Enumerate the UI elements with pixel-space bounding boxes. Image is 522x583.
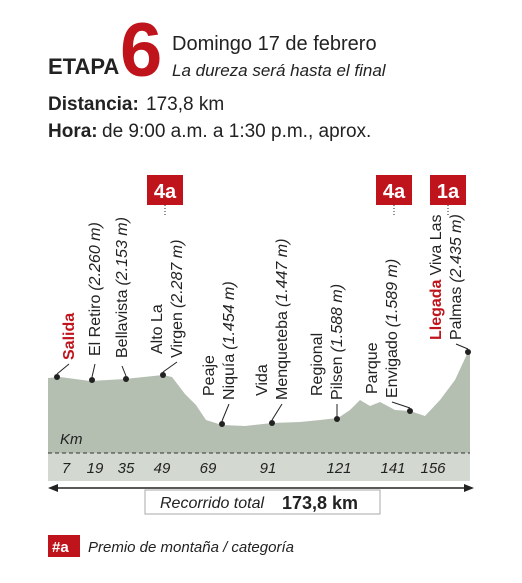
subtitle: La dureza será hasta el final — [172, 61, 387, 80]
time-label: Hora: — [48, 121, 98, 142]
legend-symbol: #a — [52, 539, 69, 556]
point-label: Llegada Viva Las — [428, 214, 445, 340]
total-value: 173,8 km — [282, 493, 358, 513]
date: Domingo 17 de febrero — [172, 33, 377, 55]
km-label: 35 — [118, 460, 135, 477]
label-line1: Viva Las — [428, 214, 445, 275]
leader — [455, 343, 469, 350]
elevation-profile — [48, 352, 470, 453]
category-box — [147, 175, 183, 205]
km-label: 19 — [87, 460, 104, 477]
category-box — [376, 175, 412, 205]
leader — [162, 361, 178, 373]
label-tag: Llegada — [428, 279, 445, 340]
category: 1a — [437, 181, 460, 203]
point-label: Envigado (1.589 m) — [384, 259, 401, 398]
label-line2: Menqueteba — [274, 311, 291, 400]
km-label: 156 — [420, 460, 446, 477]
etapa: ETAPA — [48, 54, 119, 79]
label-altitude: (2.435 m) — [448, 214, 465, 282]
km-label: 91 — [260, 460, 277, 477]
point-label: Alto La — [149, 304, 166, 354]
category: 4a — [154, 181, 177, 203]
point-dot — [407, 408, 413, 414]
label-line2: Palmas — [448, 287, 465, 340]
km-strip — [48, 453, 470, 481]
total-label: Recorrido total — [160, 495, 264, 512]
point-label: Salida — [61, 313, 78, 360]
label-altitude: (1.589 m) — [384, 259, 401, 327]
label-line2: Pilsen — [329, 356, 346, 400]
stage-number: 6 — [120, 8, 162, 93]
point-label: Pilsen (1.588 m) — [329, 284, 346, 400]
point-dot — [269, 420, 275, 426]
point-dot — [89, 377, 95, 383]
label-line2: Niquía — [221, 354, 238, 400]
point-label: Niquía (1.454 m) — [221, 281, 238, 400]
km-label: 7 — [62, 460, 71, 477]
legend-box — [48, 535, 80, 557]
leader — [121, 365, 127, 377]
label-line1: El Retiro — [87, 295, 104, 356]
label-line1: Regional — [309, 333, 326, 396]
km-label: 141 — [380, 460, 405, 477]
total-box — [144, 489, 381, 515]
category-box — [430, 175, 466, 205]
leader — [391, 401, 411, 409]
point-dot — [54, 374, 60, 380]
point-label: Bellavista (2.153 m) — [114, 217, 131, 358]
point-label: Virgen (2.287 m) — [169, 240, 186, 358]
leader — [271, 403, 283, 421]
point-label: Regional — [309, 333, 326, 396]
point-dot — [123, 376, 129, 382]
label-line1: Parque — [364, 342, 381, 394]
point-label: Parque — [364, 342, 381, 394]
label-tag: Salida — [61, 313, 78, 360]
km-label: 121 — [326, 460, 351, 477]
label-altitude: (1.588 m) — [329, 284, 346, 352]
label-line2: Virgen — [169, 312, 186, 358]
label-line1: Bellavista — [114, 289, 131, 358]
point-dot — [465, 349, 471, 355]
label-altitude: (2.287 m) — [169, 240, 186, 308]
category: 4a — [383, 181, 406, 203]
label-line1: Peaje — [201, 355, 218, 396]
legend-text: Premio de montaña / categoría — [88, 539, 294, 556]
point-label: Menqueteba (1.447 m) — [274, 239, 291, 400]
km-label: 69 — [200, 460, 217, 477]
label-line2: Envigado — [384, 331, 401, 398]
point-dot — [219, 421, 225, 427]
distance: 173,8 km — [146, 94, 224, 115]
label-line1: Alto La — [149, 304, 166, 354]
label-altitude: (2.260 m) — [87, 222, 104, 290]
leader — [91, 363, 96, 378]
distance-label: Distancia: — [48, 94, 139, 115]
label-altitude: (2.153 m) — [114, 217, 131, 285]
label-altitude: (1.454 m) — [221, 281, 238, 349]
km-label: 49 — [154, 460, 171, 477]
axis-label: Km — [60, 431, 83, 448]
point-dot — [160, 372, 166, 378]
time: de 9:00 a.m. a 1:30 p.m., aprox. — [102, 121, 371, 142]
leader — [56, 363, 70, 375]
label-line1: Vida — [254, 364, 271, 396]
point-label: Palmas (2.435 m) — [448, 214, 465, 340]
leader — [221, 403, 230, 422]
point-label: Peaje — [201, 355, 218, 396]
point-dot — [334, 416, 340, 422]
label-altitude: (1.447 m) — [274, 239, 291, 307]
point-label: El Retiro (2.260 m) — [87, 222, 104, 356]
point-label: Vida — [254, 364, 271, 396]
